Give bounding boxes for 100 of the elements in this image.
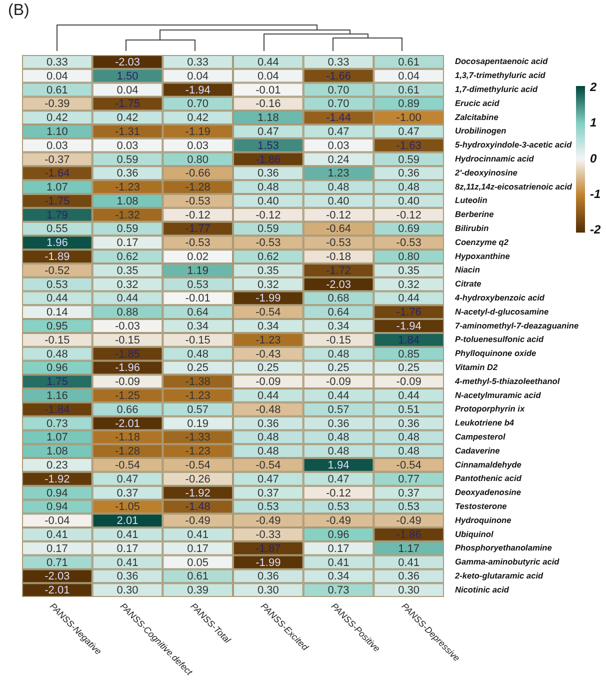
- data-label: 0.04: [398, 70, 420, 82]
- data-label: 0.61: [398, 56, 420, 68]
- data-label: 0.77: [398, 473, 420, 486]
- y-tick-label: 1,3,7-trimethyluric acid: [455, 70, 546, 80]
- data-label: 0.17: [46, 542, 68, 555]
- data-label: 0.44: [257, 390, 279, 402]
- data-label: 0.41: [116, 556, 138, 569]
- data-label: -1.75: [114, 98, 140, 110]
- y-tick-label: Nicotinic acid: [455, 584, 510, 594]
- data-label: -1.25: [114, 390, 140, 402]
- data-label: 0.47: [257, 473, 279, 486]
- data-label: -0.12: [326, 487, 352, 500]
- data-label: -0.15: [114, 334, 140, 346]
- data-label: -1.23: [114, 182, 140, 194]
- data-label: 0.53: [257, 501, 279, 514]
- data-label: 0.66: [116, 404, 138, 416]
- data-label: 0.70: [328, 84, 350, 96]
- data-label: -0.54: [185, 460, 210, 472]
- color-bar-label: -1: [590, 186, 601, 201]
- data-label: 0.48: [257, 432, 279, 444]
- data-label: -1.23: [185, 390, 210, 402]
- data-label: -0.43: [256, 348, 281, 360]
- data-label: 0.48: [398, 432, 420, 444]
- data-label: 0.53: [328, 501, 350, 514]
- data-label: -1.48: [185, 501, 210, 514]
- data-label: 0.25: [328, 362, 350, 374]
- data-label: -1.76: [396, 306, 422, 319]
- data-label: -2.03: [114, 56, 140, 68]
- data-label: 0.94: [46, 501, 68, 514]
- data-label: -0.66: [185, 168, 210, 180]
- data-label: 0.40: [328, 195, 350, 208]
- color-bar-label: 0: [590, 151, 597, 166]
- data-label: 1.16: [46, 390, 68, 402]
- data-label: 0.48: [328, 432, 350, 444]
- data-label: 0.30: [398, 584, 420, 597]
- y-tick-label: Niacin: [455, 264, 480, 275]
- data-label: 0.17: [187, 542, 209, 555]
- data-label: 0.44: [398, 292, 420, 305]
- color-bar-label: -2: [590, 222, 601, 237]
- data-label: 0.24: [328, 154, 350, 166]
- data-label: -1.86: [256, 154, 281, 166]
- data-label: 0.95: [46, 320, 68, 333]
- color-bar-label: 1: [590, 116, 597, 130]
- y-tick-label: 4-hydroxybenzoic acid: [454, 292, 546, 302]
- data-label: 0.04: [46, 70, 68, 82]
- y-tick-label: N-acetyl-d-glucosamine: [455, 306, 549, 316]
- data-label: 0.47: [116, 473, 138, 486]
- data-label: 0.36: [257, 570, 279, 583]
- data-label: 1.94: [328, 460, 350, 472]
- y-tick-label: Cinnamaldehyde: [455, 459, 522, 470]
- data-label: 0.33: [328, 56, 350, 68]
- data-label: -0.09: [326, 376, 352, 388]
- data-label: 0.33: [187, 56, 209, 68]
- data-label: 0.70: [187, 98, 209, 110]
- data-label: 0.41: [398, 556, 420, 569]
- data-label: -2.01: [44, 584, 70, 597]
- data-label: 0.03: [46, 140, 68, 152]
- data-label: -1.87: [256, 542, 281, 555]
- data-label: -2.01: [114, 418, 140, 430]
- data-label: -0.01: [256, 84, 281, 96]
- data-label: 0.71: [46, 556, 68, 569]
- data-label: 0.44: [398, 390, 420, 402]
- data-label: -1.23: [185, 446, 210, 458]
- data-label: 0.89: [398, 98, 420, 110]
- data-label: -0.49: [256, 515, 281, 528]
- y-tick-label: 8z,11z,14z-eicosatrienoic acid: [455, 181, 573, 192]
- data-label: 0.36: [398, 418, 420, 430]
- data-label: 0.30: [257, 584, 279, 597]
- data-label: -1.75: [44, 195, 70, 208]
- data-label: -0.15: [185, 334, 210, 346]
- data-label: 1.17: [398, 542, 420, 555]
- data-label: 0.34: [328, 320, 350, 333]
- data-label: -0.09: [256, 376, 281, 388]
- y-tick-label: Hydrocinnamic acid: [455, 154, 535, 164]
- data-label: 0.48: [257, 182, 279, 194]
- color-bar-label: 2: [589, 80, 597, 94]
- data-label: 0.94: [46, 487, 68, 500]
- data-label: 0.44: [257, 56, 279, 68]
- data-label: 0.69: [398, 223, 420, 236]
- y-tick-label: Coenzyme q2: [455, 236, 509, 247]
- data-label: 0.41: [116, 528, 138, 541]
- y-tick-label: 7-aminomethyl-7-deazaguanine: [455, 320, 579, 330]
- data-label: -0.15: [44, 334, 70, 346]
- data-label: 1.08: [46, 446, 68, 458]
- data-label: 2.01: [116, 515, 138, 528]
- data-label: -1.28: [185, 182, 210, 194]
- data-label: 0.59: [116, 154, 138, 166]
- y-tick-label: Phosphoryethanolamine: [455, 542, 552, 553]
- data-label: -0.53: [396, 237, 422, 250]
- data-label: -0.04: [44, 515, 70, 528]
- data-label: 0.34: [328, 570, 350, 583]
- data-label: 1.10: [46, 126, 68, 138]
- data-label: 0.32: [398, 278, 420, 291]
- data-label: 0.44: [116, 292, 138, 305]
- data-label: 1.84: [398, 334, 420, 346]
- y-tick-label: 5-hydroxyindole-3-acetic acid: [455, 140, 573, 150]
- data-label: -0.53: [326, 237, 352, 250]
- data-label: 0.40: [398, 195, 420, 208]
- data-label: -0.49: [185, 515, 210, 528]
- data-label: 0.73: [46, 418, 68, 430]
